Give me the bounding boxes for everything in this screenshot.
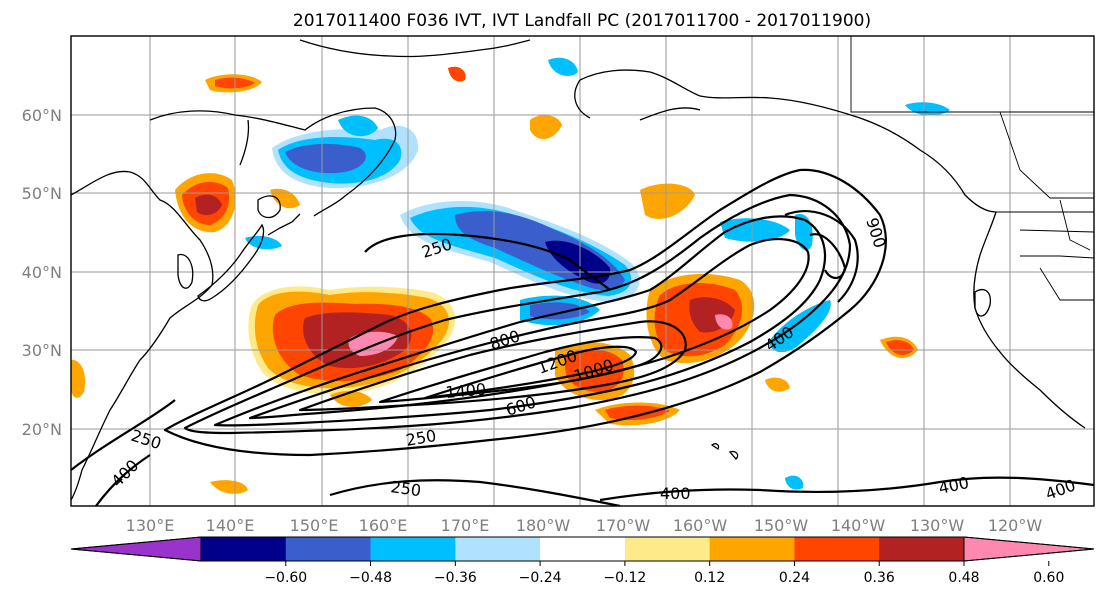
contour-250 [163, 168, 887, 457]
colorbar-tick-label: −0.48 [349, 570, 392, 586]
positive-patch [605, 405, 670, 420]
colorbar-segment [709, 537, 795, 561]
contour-label: 400 [660, 484, 691, 503]
negative-patch [769, 300, 831, 353]
colorbar-extend-high [963, 536, 1095, 562]
contour-250 [364, 232, 611, 291]
colorbar-segment [285, 537, 372, 561]
positive-patch [210, 480, 248, 494]
positive-patch [765, 377, 790, 392]
colorbar-segment [879, 537, 965, 561]
borders [850, 36, 1094, 301]
colorbar-ticks: −0.60 −0.48 −0.36 −0.24 −0.12 0.12 0.24 0.36 0.4… [264, 561, 1064, 586]
contour-250 [329, 479, 621, 506]
contour-1200 [378, 336, 663, 404]
colorbar-extend-low [70, 536, 202, 562]
contour-900 [784, 210, 859, 303]
gridlines [71, 36, 1094, 506]
lat-label: 20°N [22, 420, 62, 439]
lon-label: 160°E [359, 516, 408, 535]
positive-patch [715, 314, 733, 330]
lon-label: 140°E [206, 516, 255, 535]
positive-patch [270, 188, 300, 209]
negative-patch [285, 143, 366, 174]
lon-label: 150°W [754, 516, 809, 535]
lon-label: 180°W [516, 516, 571, 535]
lat-label: 60°N [22, 106, 62, 125]
contour-1000 [298, 320, 687, 412]
positive-patch [640, 183, 695, 219]
figure-title: 2017011400 F036 IVT, IVT Landfall PC (20… [293, 11, 871, 31]
positive-patch [886, 340, 914, 355]
contour-800 [248, 238, 810, 420]
colorbar-segment [370, 537, 456, 561]
lon-label: 170°E [441, 516, 490, 535]
lon-label: 170°W [596, 516, 651, 535]
contour-1400 [423, 345, 638, 400]
colorbar-segments [70, 536, 1095, 562]
map-panel: 250 250 250 250 400 400 400 400 600 800 … [70, 35, 1095, 507]
negative-patch [785, 475, 804, 490]
lon-label: 160°W [673, 516, 728, 535]
colorbar-segment [540, 537, 626, 561]
positive-patch [71, 359, 85, 398]
colorbar-tick-label: 0.60 [1033, 570, 1064, 586]
contour-400 [95, 454, 151, 506]
contour-900 [809, 233, 847, 280]
colorbar-segment [624, 537, 711, 561]
negative-patch [545, 240, 611, 284]
lon-label: 150°E [290, 516, 339, 535]
map-frame [70, 35, 1095, 507]
negative-patch [245, 235, 282, 250]
colorbar-tick-label: −0.24 [519, 570, 562, 586]
lat-label: 50°N [22, 184, 62, 203]
lon-label: 140°W [831, 516, 886, 535]
positive-patch [448, 66, 466, 82]
lon-label: 130°W [910, 516, 965, 535]
lon-label: 130°E [126, 516, 175, 535]
contour-250 [71, 399, 176, 471]
colorbar-tick-label: −0.60 [264, 570, 307, 586]
lon-labels: 130°E 140°E 150°E 160°E 170°E 180°W 170°… [126, 516, 1043, 535]
colorbar-tick-label: 0.12 [694, 570, 725, 586]
colorbar-segment [201, 537, 287, 561]
colorbar-segment [455, 537, 541, 561]
contour-400 [183, 193, 852, 435]
colorbar-segment [794, 537, 880, 561]
colorbar-tick-label: −0.12 [603, 570, 646, 586]
lat-labels: 60°N 50°N 40°N 30°N 20°N [22, 106, 62, 439]
coastlines [71, 39, 1086, 501]
colorbar-outline [70, 536, 1095, 562]
negative-patch [338, 115, 378, 137]
negative-patch [720, 218, 790, 242]
colorbar-tick-label: 0.24 [779, 570, 810, 586]
negative-patch [548, 57, 578, 76]
positive-patch [195, 194, 222, 216]
contour-label: 250 [389, 477, 422, 500]
lat-label: 30°N [22, 341, 62, 360]
colorbar-tick-label: −0.36 [434, 570, 477, 586]
contour-label: 1400 [445, 380, 487, 402]
ivt-contours [71, 168, 1094, 506]
contour-400 [599, 476, 1094, 502]
lat-label: 40°N [22, 263, 62, 282]
colorbar: −0.60 −0.48 −0.36 −0.24 −0.12 0.12 0.24 0.36 0.4… [70, 536, 1095, 586]
colorbar-tick-label: 0.48 [948, 570, 979, 586]
positive-patch [530, 115, 562, 140]
colorbar-tick-label: 0.36 [864, 570, 895, 586]
lon-label: 120°W [988, 516, 1043, 535]
contour-600 [213, 215, 827, 427]
